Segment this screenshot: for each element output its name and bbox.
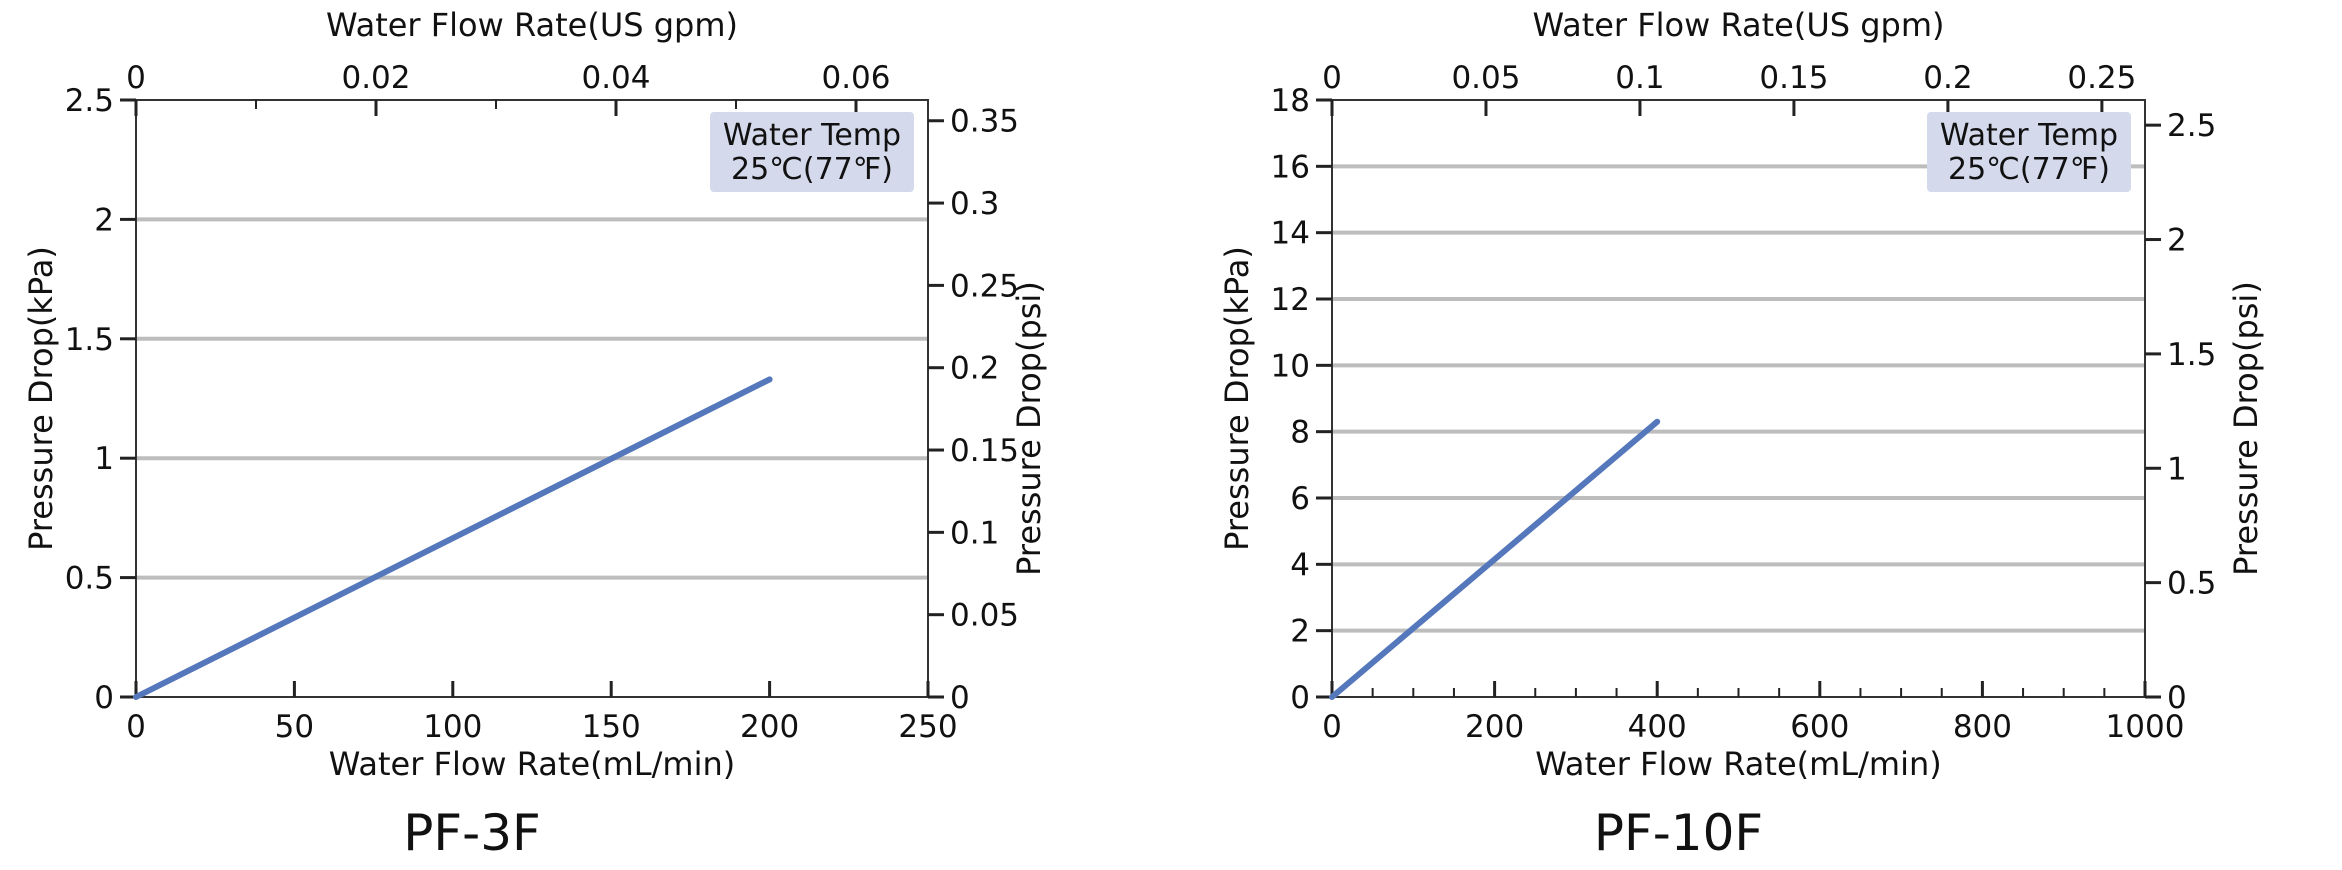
y-tick-label: 6 bbox=[1290, 481, 1310, 517]
y-tick-label: 16 bbox=[1271, 149, 1310, 185]
y-tick-label: 18 bbox=[1271, 83, 1310, 119]
water-temp-label: Water Temp bbox=[723, 118, 901, 153]
x2-tick-label: 0.05 bbox=[1451, 60, 1520, 96]
y2-tick-label: 0.35 bbox=[950, 104, 1019, 140]
y2-tick-label: 0.2 bbox=[950, 351, 999, 387]
x-tick-label: 800 bbox=[1953, 709, 2012, 745]
y2-tick-label: 2.5 bbox=[2167, 108, 2216, 144]
x2-tick-label: 0.1 bbox=[1615, 60, 1664, 96]
x-tick-label: 0 bbox=[126, 709, 146, 745]
x-tick-label: 400 bbox=[1628, 709, 1687, 745]
y-tick-label: 2 bbox=[1290, 614, 1310, 650]
y-tick-label: 1.5 bbox=[65, 322, 114, 358]
y-tick-label: 10 bbox=[1271, 348, 1310, 384]
y-tick-label: 14 bbox=[1271, 216, 1310, 252]
y2-tick-label: 1 bbox=[2167, 451, 2187, 487]
x2-axis-title: Water Flow Rate(US gpm) bbox=[326, 6, 738, 44]
y-tick-label: 4 bbox=[1290, 547, 1310, 583]
chart-title: PF-3F bbox=[403, 804, 541, 862]
y-tick-label: 8 bbox=[1290, 415, 1310, 451]
y2-tick-label: 0 bbox=[2167, 680, 2187, 716]
x2-axis-title: Water Flow Rate(US gpm) bbox=[1532, 6, 1944, 44]
y2-tick-label: 0.05 bbox=[950, 598, 1019, 634]
y2-tick-label: 0.25 bbox=[950, 268, 1019, 304]
x-tick-label: 50 bbox=[275, 709, 314, 745]
x2-tick-label: 0.06 bbox=[821, 60, 890, 96]
x-tick-label: 100 bbox=[423, 709, 482, 745]
x-tick-label: 600 bbox=[1790, 709, 1849, 745]
chart-title: PF-10F bbox=[1594, 804, 1763, 862]
y2-tick-label: 0.5 bbox=[2167, 566, 2216, 602]
y-tick-label: 1 bbox=[94, 441, 114, 477]
y-tick-label: 0.5 bbox=[65, 561, 114, 597]
y2-tick-label: 0.1 bbox=[950, 515, 999, 551]
y-tick-label: 0 bbox=[94, 680, 114, 716]
x2-tick-label: 0 bbox=[1322, 60, 1342, 96]
y-axis-title: Pressure Drop(kPa) bbox=[1218, 246, 1256, 551]
x2-tick-label: 0.02 bbox=[341, 60, 410, 96]
y-tick-label: 0 bbox=[1290, 680, 1310, 716]
series-line bbox=[133, 376, 773, 700]
y2-axis-title: Pressure Drop(psi) bbox=[1010, 281, 1048, 576]
water-temp-box bbox=[1927, 112, 2131, 192]
x2-tick-label: 0 bbox=[126, 60, 146, 96]
y2-tick-label: 0.3 bbox=[950, 186, 999, 222]
x-tick-label: 200 bbox=[1465, 709, 1524, 745]
x2-tick-label: 0.25 bbox=[2067, 60, 2136, 96]
x-tick-label: 250 bbox=[898, 709, 957, 745]
x-axis-title: Water Flow Rate(mL/min) bbox=[329, 745, 735, 783]
water-temp-box bbox=[710, 112, 914, 192]
plot-frame bbox=[135, 99, 929, 698]
x2-tick-label: 0.2 bbox=[1923, 60, 1972, 96]
water-temp-value: 25℃(77℉) bbox=[731, 152, 893, 187]
x2-tick-label: 0.04 bbox=[581, 60, 650, 96]
water-temp-value: 25℃(77℉) bbox=[1948, 152, 2110, 187]
y2-tick-label: 0.15 bbox=[950, 433, 1019, 469]
x-tick-label: 0 bbox=[1322, 709, 1342, 745]
y2-tick-label: 2 bbox=[2167, 223, 2187, 259]
y2-tick-label: 0 bbox=[950, 680, 970, 716]
y-tick-label: 12 bbox=[1271, 282, 1310, 318]
y-tick-label: 2 bbox=[94, 202, 114, 238]
y2-axis-title: Pressure Drop(psi) bbox=[2227, 281, 2265, 576]
x-tick-label: 1000 bbox=[2106, 709, 2185, 745]
y-tick-label: 2.5 bbox=[65, 83, 114, 119]
x-tick-label: 150 bbox=[582, 709, 641, 745]
water-temp-label: Water Temp bbox=[1940, 118, 2118, 153]
x-tick-label: 200 bbox=[740, 709, 799, 745]
y-axis-title: Pressure Drop(kPa) bbox=[22, 246, 60, 551]
x2-tick-label: 0.15 bbox=[1759, 60, 1828, 96]
y2-tick-label: 1.5 bbox=[2167, 337, 2216, 373]
x-axis-title: Water Flow Rate(mL/min) bbox=[1535, 745, 1941, 783]
series-line bbox=[1329, 418, 1661, 700]
